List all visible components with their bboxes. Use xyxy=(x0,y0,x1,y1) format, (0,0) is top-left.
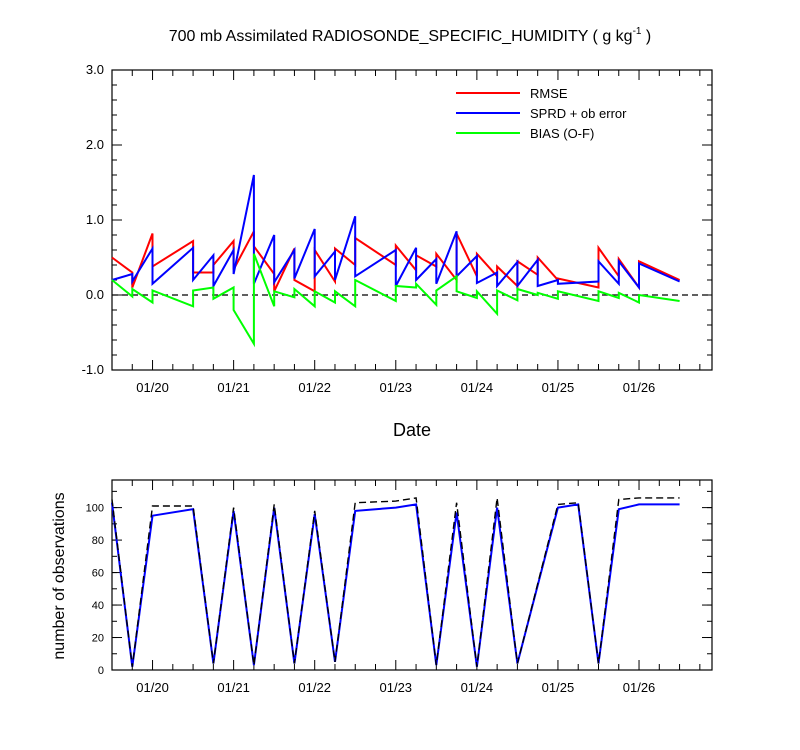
y-tick-label: 60 xyxy=(92,568,104,580)
series-line-dashed xyxy=(111,497,680,667)
top-plot-area: 01/20 01/21 01/22 01/23 01/24 01/25 01/26 -1.0 0… xyxy=(82,62,713,395)
x-tick-label: 01/21 xyxy=(217,680,250,695)
x-tick-label: 01/25 xyxy=(542,680,575,695)
x-tick-label: 01/23 xyxy=(380,680,413,695)
series-line-bias-o-f xyxy=(111,253,680,348)
plot-frame xyxy=(111,479,713,671)
legend-label: BIAS (O-F) xyxy=(530,126,594,141)
x-tick-label: 01/20 xyxy=(136,680,169,695)
y-tick-label: -1.0 xyxy=(82,362,104,377)
x-tick-label: 01/23 xyxy=(380,380,413,395)
top-chart-panel: 700 mb Assimilated RADIOSONDE_SPECIFIC_H… xyxy=(82,26,713,440)
chart-title: 700 mb Assimilated RADIOSONDE_SPECIFIC_H… xyxy=(169,26,652,45)
x-tick-label: 01/26 xyxy=(623,680,656,695)
y-tick-label: 2.0 xyxy=(86,137,104,152)
legend: RMSE SPRD + ob error BIAS (O-F) xyxy=(456,86,627,141)
legend-label: SPRD + ob error xyxy=(530,106,627,121)
x-tick-label: 01/24 xyxy=(461,380,494,395)
series-line-solid xyxy=(111,502,680,667)
x-tick-label: 01/24 xyxy=(461,680,494,695)
y-tick-label: 40 xyxy=(92,600,104,612)
y-tick-label: 80 xyxy=(92,535,104,547)
legend-label: RMSE xyxy=(530,86,568,101)
x-tick-label: 01/22 xyxy=(298,380,331,395)
x-tick-label: 01/20 xyxy=(136,380,169,395)
y-axis-label: number of observations xyxy=(51,492,68,659)
bottom-plot-area: 01/20 01/21 01/22 01/23 01/24 01/25 01/26 0 20 40… xyxy=(86,479,713,695)
x-tick-label: 01/25 xyxy=(542,380,575,395)
y-tick-label: 0 xyxy=(98,665,104,677)
y-tick-label: 3.0 xyxy=(86,62,104,77)
x-tick-label: 01/21 xyxy=(217,380,250,395)
x-tick-label: 01/26 xyxy=(623,380,656,395)
series-line-sprd-ob-error xyxy=(111,174,681,291)
bottom-chart-panel: 01/20 01/21 01/22 01/23 01/24 01/25 01/26 0 20 40… xyxy=(51,479,713,695)
x-axis-label: Date xyxy=(393,420,431,440)
y-tick-label: 1.0 xyxy=(86,212,104,227)
y-tick-label: 100 xyxy=(86,503,104,515)
y-tick-label: 0.0 xyxy=(86,287,104,302)
y-tick-label: 20 xyxy=(92,633,104,645)
x-tick-label: 01/22 xyxy=(298,680,331,695)
